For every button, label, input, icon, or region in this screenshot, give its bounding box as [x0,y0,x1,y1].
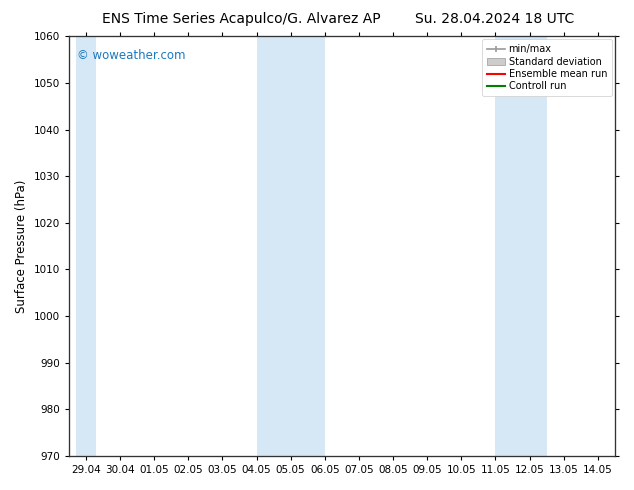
Text: © woweather.com: © woweather.com [77,49,186,62]
Y-axis label: Surface Pressure (hPa): Surface Pressure (hPa) [15,179,28,313]
Text: ENS Time Series Acapulco/G. Alvarez AP: ENS Time Series Acapulco/G. Alvarez AP [101,12,380,26]
Bar [75,36,96,456]
Bar [495,36,547,456]
Bar [257,36,325,456]
Text: Su. 28.04.2024 18 UTC: Su. 28.04.2024 18 UTC [415,12,574,26]
Legend: min/max, Standard deviation, Ensemble mean run, Controll run: min/max, Standard deviation, Ensemble me… [482,39,612,96]
